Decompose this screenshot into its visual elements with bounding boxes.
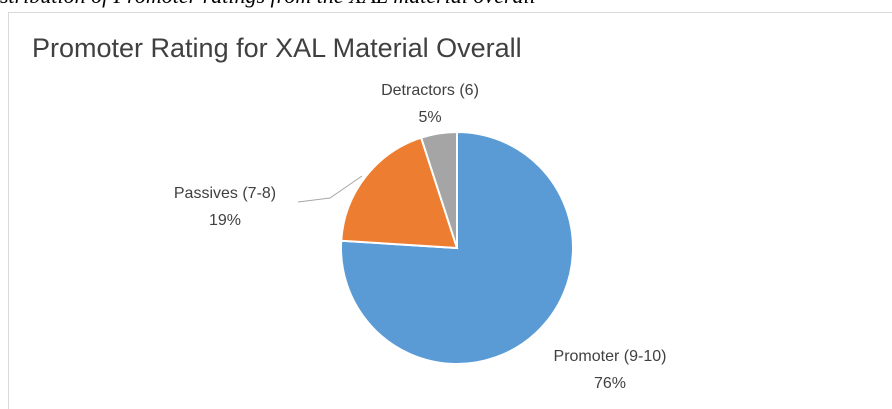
pie-slice (340, 136, 459, 250)
caption: stribution of Promoter ratings from the … (0, 0, 536, 8)
slice-label: Promoter (9-10) (554, 348, 667, 365)
pie-slice (340, 130, 574, 365)
slice-value: 19% (209, 212, 241, 229)
chart-title: Promoter Rating for XAL Material Overall (32, 33, 522, 63)
slice-label: Passives (7-8) (174, 185, 276, 202)
slice-value: 76% (594, 375, 626, 392)
pie-slice (419, 130, 458, 249)
slice-label: Detractors (6) (381, 82, 479, 99)
slice-value: 5% (418, 109, 441, 126)
leader-line (297, 175, 363, 203)
